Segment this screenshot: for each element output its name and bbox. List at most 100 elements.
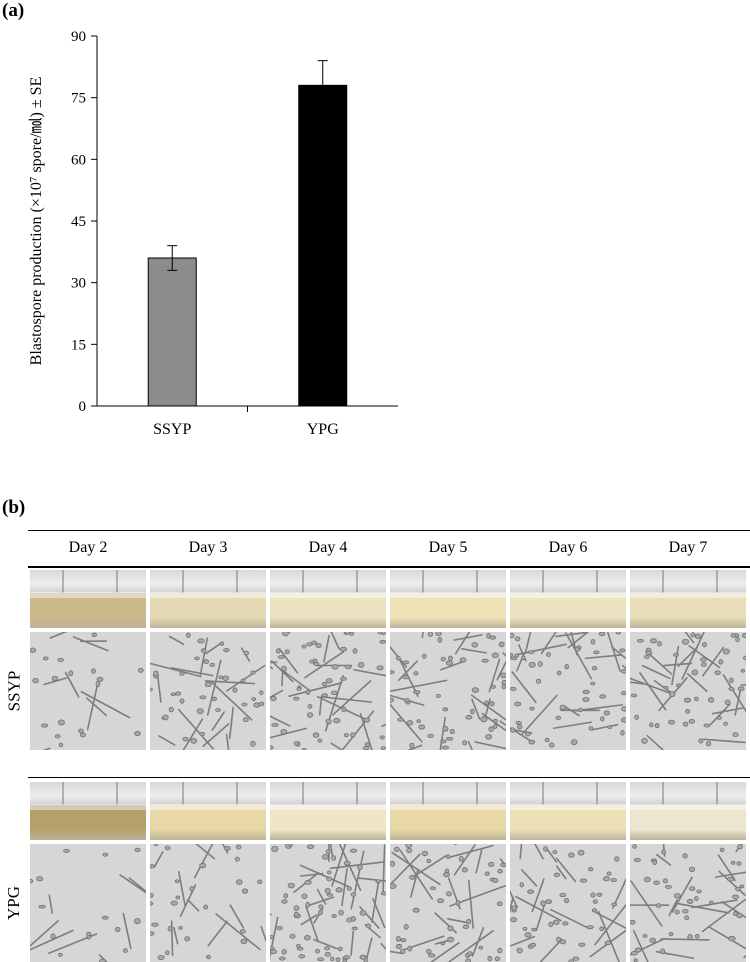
blastospore bbox=[344, 734, 348, 737]
blastospore bbox=[553, 851, 557, 854]
blastospore bbox=[593, 900, 597, 904]
blastospore bbox=[33, 678, 39, 682]
blastospore bbox=[569, 853, 575, 857]
flask-neck bbox=[302, 782, 357, 805]
blastospore bbox=[485, 872, 489, 875]
liquid-sheen bbox=[270, 592, 386, 598]
blastospore bbox=[296, 944, 300, 947]
blastospore bbox=[676, 684, 681, 687]
blastospore bbox=[700, 658, 706, 662]
blastospore bbox=[325, 888, 330, 893]
blastospore bbox=[115, 927, 120, 931]
flask-neck bbox=[182, 782, 237, 805]
culture-liquid bbox=[630, 805, 746, 840]
blastospore bbox=[183, 737, 188, 741]
blastospore bbox=[294, 697, 299, 700]
blastospore bbox=[583, 690, 589, 694]
blastospore bbox=[695, 697, 699, 701]
blastospore bbox=[334, 718, 340, 723]
blastospore bbox=[717, 716, 721, 719]
blastospore bbox=[390, 671, 394, 674]
micrograph-texture bbox=[510, 632, 626, 750]
blastospore bbox=[687, 899, 693, 903]
blastospore bbox=[438, 637, 442, 642]
hypha bbox=[592, 725, 618, 730]
y-tick-label: 0 bbox=[79, 399, 87, 415]
blastospore bbox=[332, 915, 337, 918]
blastospore bbox=[351, 893, 355, 897]
blastospore bbox=[97, 677, 103, 681]
blastospore bbox=[541, 901, 546, 906]
blastospore bbox=[492, 653, 498, 658]
blastospore bbox=[729, 936, 736, 941]
blastospore bbox=[413, 908, 419, 912]
blastospore bbox=[307, 713, 312, 718]
blastospore bbox=[308, 704, 312, 708]
blastospore bbox=[96, 681, 100, 686]
blastospore bbox=[236, 845, 241, 849]
blastospore bbox=[443, 872, 449, 876]
blastospore bbox=[168, 926, 172, 931]
blastospore bbox=[135, 848, 140, 851]
blastospore bbox=[224, 649, 230, 652]
blastospore bbox=[404, 924, 408, 929]
micrograph-texture bbox=[30, 632, 146, 750]
hypha bbox=[742, 684, 746, 685]
hypha bbox=[381, 944, 386, 962]
blastospore bbox=[317, 958, 323, 961]
blastospore bbox=[299, 955, 305, 959]
blastospore bbox=[664, 686, 668, 689]
liquid-sheen bbox=[30, 804, 146, 810]
blastospore bbox=[332, 665, 338, 670]
blastospore bbox=[252, 697, 256, 700]
hypha bbox=[516, 897, 561, 921]
blastospore bbox=[683, 854, 688, 858]
blastospore bbox=[500, 863, 506, 866]
blastospore bbox=[510, 687, 516, 690]
blastospore bbox=[607, 872, 611, 875]
blastospore bbox=[446, 661, 452, 666]
blastospore bbox=[134, 919, 140, 924]
blastospore bbox=[724, 722, 728, 726]
blastospore bbox=[515, 702, 521, 706]
blastospore bbox=[325, 952, 330, 956]
blastospore bbox=[738, 845, 743, 849]
blastospore bbox=[102, 916, 108, 919]
blastospore bbox=[737, 862, 741, 866]
culture-liquid bbox=[510, 805, 626, 840]
blastospore bbox=[622, 707, 626, 712]
blastospore bbox=[176, 896, 180, 899]
culture-liquid bbox=[630, 593, 746, 628]
blastospore bbox=[674, 653, 679, 656]
culture-liquid bbox=[270, 593, 386, 628]
hypha bbox=[320, 632, 340, 649]
blastospore bbox=[327, 871, 331, 874]
blastospore bbox=[621, 669, 626, 673]
micrograph-texture bbox=[510, 844, 626, 962]
hypha bbox=[261, 927, 266, 961]
blastospore bbox=[376, 880, 381, 883]
hypha bbox=[367, 938, 372, 959]
blastospore bbox=[528, 890, 534, 894]
blastospore bbox=[545, 738, 549, 741]
blastospore bbox=[319, 905, 323, 909]
micrograph bbox=[390, 844, 506, 962]
blastospore bbox=[492, 879, 497, 883]
blastospore bbox=[347, 887, 351, 891]
blastospore bbox=[422, 851, 427, 856]
hypha bbox=[227, 666, 265, 691]
hypha bbox=[30, 748, 50, 750]
blastospore bbox=[605, 941, 611, 945]
blastospore bbox=[554, 873, 559, 877]
blastospore bbox=[683, 722, 688, 726]
micrograph bbox=[390, 632, 506, 750]
blastospore bbox=[150, 688, 153, 691]
blastospore bbox=[592, 666, 597, 670]
hypha bbox=[230, 905, 243, 928]
blastospore bbox=[462, 868, 467, 872]
blastospore bbox=[482, 659, 488, 662]
flask-photo bbox=[390, 782, 506, 840]
blastospore bbox=[235, 857, 239, 861]
liquid-sheen bbox=[510, 804, 626, 810]
blastospore bbox=[587, 926, 594, 929]
